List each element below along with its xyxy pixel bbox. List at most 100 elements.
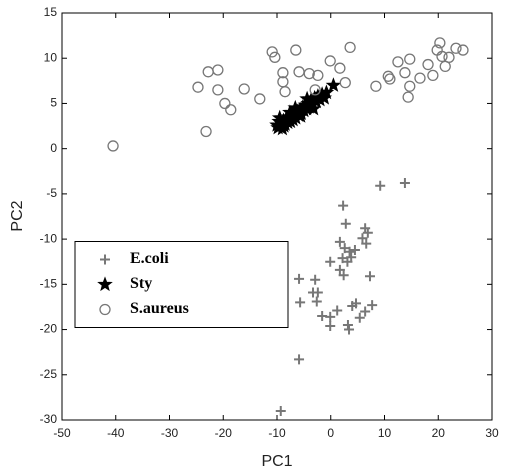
point — [225, 104, 237, 116]
point — [339, 76, 351, 89]
point — [303, 67, 315, 80]
point — [399, 178, 410, 189]
y-tick-label: -25 — [40, 367, 58, 381]
y-tick-label: 10 — [44, 50, 58, 64]
point — [362, 227, 373, 238]
point — [299, 90, 315, 106]
x-tick-label: -50 — [53, 426, 71, 440]
x-tick-label: -20 — [215, 426, 233, 440]
point — [202, 66, 214, 78]
point — [357, 233, 368, 244]
point — [276, 117, 292, 133]
point — [309, 84, 321, 96]
point — [334, 236, 345, 247]
point — [294, 354, 305, 365]
y-tick-label: -30 — [40, 412, 58, 426]
y-tick-label: -10 — [40, 231, 58, 245]
point — [332, 305, 343, 316]
x-tick-label: -40 — [107, 426, 125, 440]
point — [436, 50, 448, 63]
legend-marker — [99, 303, 111, 316]
y-tick-label: -5 — [46, 186, 57, 200]
x-tick-label: 20 — [432, 426, 446, 440]
y-axis-label: PC2 — [9, 200, 26, 231]
legend-marker — [97, 276, 113, 292]
point — [375, 180, 386, 191]
point — [422, 58, 434, 71]
point — [347, 301, 358, 312]
legend: E.coli Sty S.aureus — [74, 241, 289, 328]
y-tick-label: 0 — [50, 141, 57, 155]
point — [344, 324, 355, 335]
point — [399, 67, 411, 79]
point — [349, 244, 360, 255]
point — [325, 77, 342, 92]
point — [370, 80, 382, 92]
point — [290, 44, 302, 56]
point — [292, 107, 309, 123]
legend-text: Sty — [130, 275, 152, 292]
point — [325, 256, 336, 267]
point — [266, 46, 278, 58]
x-tick-label: -10 — [268, 426, 286, 440]
x-tick-label: 0 — [327, 426, 334, 440]
y-tick-label: 5 — [50, 96, 57, 110]
point — [427, 69, 439, 82]
point — [269, 51, 281, 63]
point — [361, 238, 372, 249]
point — [275, 405, 286, 416]
point — [344, 246, 355, 257]
point — [439, 60, 451, 73]
point — [434, 37, 446, 49]
point — [254, 93, 266, 105]
point — [334, 264, 345, 275]
point — [107, 140, 119, 152]
x-tick-label: 10 — [378, 426, 392, 440]
point — [404, 80, 416, 92]
point — [295, 297, 306, 308]
x-tick-label: 30 — [485, 426, 499, 440]
point — [238, 83, 250, 95]
point — [338, 200, 349, 211]
point — [392, 56, 404, 68]
point — [219, 97, 231, 110]
point — [450, 42, 462, 54]
point — [294, 273, 305, 284]
x-axis-label: PC1 — [261, 453, 292, 470]
point — [324, 55, 336, 67]
point — [360, 306, 371, 317]
point — [287, 99, 303, 115]
point — [212, 84, 224, 96]
point — [402, 91, 414, 103]
point — [317, 310, 328, 321]
point — [367, 300, 378, 311]
point — [340, 218, 351, 229]
point — [364, 271, 375, 282]
point — [312, 69, 324, 82]
legend-marker — [100, 254, 110, 265]
legend-text: S.aureus — [130, 300, 189, 317]
y-tick-label: 15 — [44, 5, 58, 19]
point — [192, 81, 204, 93]
point — [382, 70, 394, 82]
point — [346, 252, 357, 263]
point — [325, 320, 336, 331]
x-tick-label: -30 — [161, 426, 179, 440]
point — [308, 287, 319, 298]
point — [414, 72, 426, 84]
legend-box — [74, 241, 289, 328]
point — [338, 270, 349, 281]
point — [342, 320, 353, 331]
legend-text: E.coli — [130, 250, 169, 267]
point — [311, 296, 322, 307]
point — [404, 53, 416, 65]
point — [318, 84, 335, 100]
point — [200, 125, 212, 138]
point — [310, 274, 321, 285]
point — [334, 62, 346, 74]
point — [384, 73, 396, 85]
y-tick-label: -15 — [40, 277, 58, 291]
point — [212, 64, 224, 76]
y-tick-label: -20 — [40, 322, 58, 336]
